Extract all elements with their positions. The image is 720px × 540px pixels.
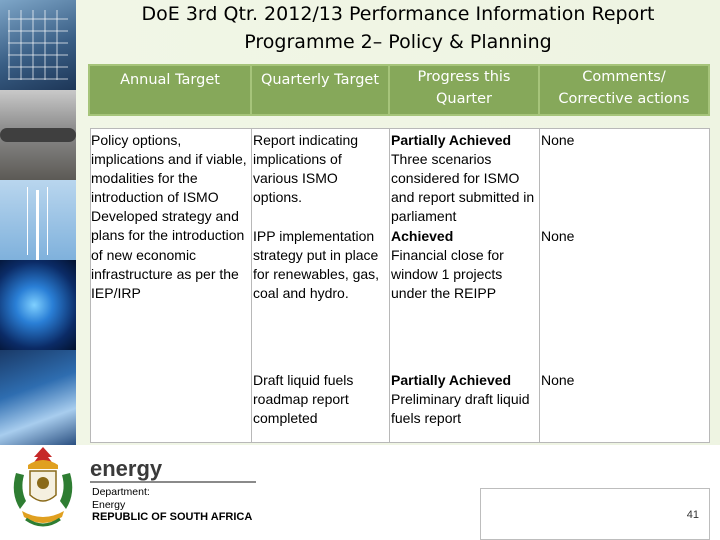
- annual-target-cell: Policy options, implications and if viab…: [91, 131, 249, 303]
- energy-logo-text: energy: [90, 456, 162, 482]
- quarterly-target-row-1: Report indicating implications of variou…: [253, 132, 359, 206]
- coat-of-arms-icon: [13, 447, 73, 527]
- department-name: Energy: [92, 498, 126, 511]
- progress-text-row-2: Financial close for window 1 projects un…: [391, 247, 504, 302]
- column-divider: [251, 128, 252, 442]
- country-name: REPUBLIC OF SOUTH AFRICA: [92, 511, 253, 523]
- energy-bulb-photo: [0, 350, 76, 445]
- wind-turbine-photo: [0, 180, 76, 260]
- solar-panel-photo: [0, 0, 76, 90]
- header-quarterly-target: Quarterly Target: [252, 66, 388, 114]
- status-row-2: Achieved: [391, 228, 454, 244]
- quarterly-target-row-2: IPP implementation strategy put in place…: [253, 228, 380, 302]
- slide-title: DoE 3rd Qtr. 2012/13 Performance Informa…: [76, 0, 720, 56]
- status-row-1: Partially Achieved: [391, 132, 512, 148]
- department-label: Department:: [92, 486, 150, 498]
- header-comments: Comments/ Corrective actions: [540, 66, 708, 114]
- comment-row-1: None: [541, 132, 575, 148]
- progress-text-row-1: Three scenarios considered for ISMO and …: [391, 151, 535, 225]
- progress-row-3: Partially Achieved Preliminary draft liq…: [391, 371, 538, 428]
- progress-text-row-3: Preliminary draft liquid fuels report: [391, 391, 530, 427]
- comment-row-2: None: [541, 228, 575, 244]
- slide-title-line-1: DoE 3rd Qtr. 2012/13 Performance Informa…: [141, 3, 655, 25]
- slide-title-line-2: Programme 2– Policy & Planning: [244, 31, 552, 53]
- progress-row-1: Partially Achieved Three scenarios consi…: [391, 131, 538, 226]
- brand-name: energy: [90, 456, 163, 481]
- annual-target-infrastructure: Developed strategy and plans for the int…: [91, 208, 245, 301]
- page-number: 41: [686, 509, 699, 521]
- gas-flame-photo: [0, 260, 76, 350]
- quarterly-target-row-3: Draft liquid fuels roadmap report comple…: [253, 372, 354, 427]
- decorative-photo-strip: [0, 0, 76, 445]
- header-progress: Progress this Quarter: [390, 66, 538, 114]
- column-divider: [539, 128, 540, 442]
- pipeline-photo: [0, 90, 76, 180]
- status-row-3: Partially Achieved: [391, 372, 512, 388]
- logo-rule: [90, 481, 256, 483]
- department-block: Department: Energy REPUBLIC OF SOUTH AFR…: [92, 486, 252, 524]
- comment-row-3: None: [541, 372, 575, 388]
- column-divider: [389, 128, 390, 442]
- performance-table: [90, 128, 710, 443]
- page-number-box: 41: [480, 488, 710, 540]
- progress-row-2: Achieved Financial close for window 1 pr…: [391, 227, 538, 303]
- header-annual-target: Annual Target: [90, 66, 250, 114]
- annual-target-ismo: Policy options, implications and if viab…: [91, 132, 247, 206]
